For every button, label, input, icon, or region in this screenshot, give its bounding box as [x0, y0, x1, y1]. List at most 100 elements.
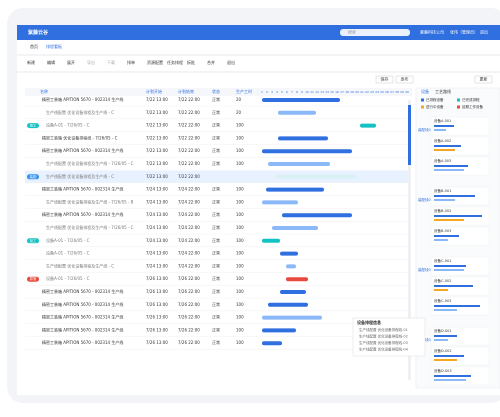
group-name: 装配线01 [418, 127, 433, 132]
load-bar [434, 215, 482, 217]
row-status: 正常 [212, 147, 220, 153]
row-name: 精密工装箱 APITION 5670 - 002314 生产线 [42, 288, 123, 294]
gantt-bar[interactable] [280, 290, 306, 294]
row-name: 精密工装箱 APITION 5670 - 002314 生产线 [42, 326, 123, 332]
gantt-bar[interactable] [276, 174, 356, 179]
company: 紫藤科技公司 [420, 29, 444, 35]
gantt-bar[interactable] [262, 200, 298, 205]
row-hours: 100 [236, 302, 244, 307]
gantt-bar[interactable] [278, 136, 328, 141]
toolbar-button[interactable]: 资源配置 [147, 59, 163, 65]
resource-name: 设备D-001 [434, 328, 452, 333]
day-label: 18 [345, 90, 349, 94]
tooltip-line: 生产线配置 优化设备排程线-04 [359, 347, 409, 352]
row-hours: 100 [236, 212, 244, 217]
row-end: 7/26 22:00 [178, 276, 200, 281]
gantt-bar[interactable] [262, 149, 352, 154]
gantt-bar[interactable] [286, 264, 296, 269]
update-button[interactable] [474, 75, 493, 84]
row-tag [27, 174, 39, 180]
toolbar-button[interactable]: 排单 [127, 59, 135, 65]
row-end: 7/24 22:00 [178, 263, 200, 268]
gantt-bar[interactable] [282, 213, 352, 218]
toolbar-button[interactable]: 新建 [27, 59, 35, 65]
search-box[interactable] [340, 29, 410, 36]
day-label: 11 [310, 90, 314, 94]
load-bar [434, 359, 457, 361]
toolbar-button[interactable]: 下载 [107, 59, 115, 65]
row-start: 7/26 13:00 [146, 302, 168, 307]
row-name: 精密工装箱 APITION 5670 - 002314 生产线 [42, 314, 123, 320]
tab[interactable]: 首页 [30, 43, 38, 49]
row-name: 设备A-01 - 7/26/05 - C [46, 122, 90, 128]
gantt-bar[interactable] [268, 162, 330, 166]
gantt-bar[interactable] [268, 302, 308, 307]
row-hours: 20 [236, 97, 242, 102]
row-name: 生产线配置 优化设备排程及生产线 - 7/26/05 - B [46, 198, 134, 204]
day-label: 30 [405, 90, 409, 94]
row-status: 正常 [212, 211, 220, 217]
toolbar-button[interactable]: 导出 [87, 59, 95, 65]
gantt-bar[interactable] [262, 328, 296, 333]
row-hours: 100 [236, 340, 244, 345]
row-start: 7/22 13:00 [146, 174, 168, 179]
row-hours: 100 [236, 123, 244, 128]
gantt-bar[interactable] [262, 238, 280, 243]
gantt-bar[interactable] [360, 123, 376, 128]
toolbar-button[interactable]: 任务排程 [167, 59, 183, 65]
gantt-bar[interactable] [280, 251, 298, 256]
gantt-bar[interactable] [266, 187, 324, 192]
day-label: 22 [365, 90, 369, 94]
load-bar [434, 355, 464, 357]
row-tag-label: 装配 [30, 174, 37, 179]
gantt-bar[interactable] [286, 277, 308, 282]
group-name: 装配线02 [418, 197, 433, 202]
scroll-thumb[interactable] [408, 105, 411, 165]
tab[interactable]: 排程看板 [46, 43, 62, 49]
row-hours: 100 [236, 315, 244, 320]
row-status: 正常 [212, 122, 220, 128]
selected-row [25, 170, 408, 183]
load-bar [434, 289, 448, 291]
load-bar [434, 145, 461, 147]
row-status: 正常 [212, 326, 220, 332]
legend-swatch [421, 105, 424, 109]
load-bar [434, 129, 446, 131]
load-bar [434, 339, 448, 341]
row-name: 精密工装箱 APITION 5670 - 002314 生产线 [42, 211, 123, 217]
gantt-bar[interactable] [272, 226, 318, 230]
toolbar-button[interactable]: 退出 [227, 59, 235, 65]
gantt-bar[interactable] [262, 341, 282, 346]
gantt-bar[interactable] [278, 110, 316, 115]
gantt-bar[interactable] [262, 98, 340, 102]
row-name: 设备A-01 - 7/26/05 - C [46, 275, 90, 281]
row-status: 正常 [212, 288, 220, 294]
row-start: 7/22 13:00 [146, 123, 168, 128]
gantt-bar[interactable] [262, 315, 322, 320]
toolbar-button[interactable]: 拆批 [187, 59, 195, 65]
toolbar-button[interactable]: 编辑 [47, 59, 55, 65]
row-end: 7/22 22:00 [178, 148, 200, 153]
row-start: 7/24 13:00 [146, 199, 168, 204]
row-name: 生产线配置 优化设备排程及生产线 - C [46, 173, 114, 179]
row-status: 正常 [212, 96, 220, 102]
action-button[interactable] [375, 75, 394, 84]
row-hours: 100 [236, 238, 244, 243]
row-status: 正常 [212, 237, 220, 243]
action-button[interactable] [395, 75, 414, 84]
toolbar-button[interactable]: 展开 [67, 59, 75, 65]
day-label: 14 [325, 90, 329, 94]
load-bar [434, 169, 464, 171]
row-start: 7/22 13:00 [146, 135, 168, 140]
row-end: 7/26 22:00 [178, 315, 200, 320]
row-status: 正常 [212, 301, 220, 307]
tooltip-line: 生产线配置 优化设备排程线-01 [359, 327, 408, 332]
table-header [25, 88, 412, 96]
row-hours: 100 [236, 289, 244, 294]
load-bar [434, 149, 455, 151]
row-end: 7/22 22:00 [178, 161, 200, 166]
row-end: 7/26 22:00 [178, 302, 200, 307]
row-tag-label: 异常 [30, 276, 37, 281]
toolbar-button[interactable]: 合并 [207, 59, 215, 65]
